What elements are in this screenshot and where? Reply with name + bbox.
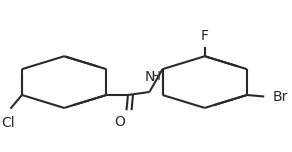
Text: O: O	[114, 115, 125, 129]
Text: F: F	[201, 29, 209, 43]
Text: Cl: Cl	[1, 116, 14, 130]
Text: Br: Br	[273, 90, 288, 104]
Text: H: H	[151, 70, 160, 83]
Text: N: N	[145, 70, 156, 84]
